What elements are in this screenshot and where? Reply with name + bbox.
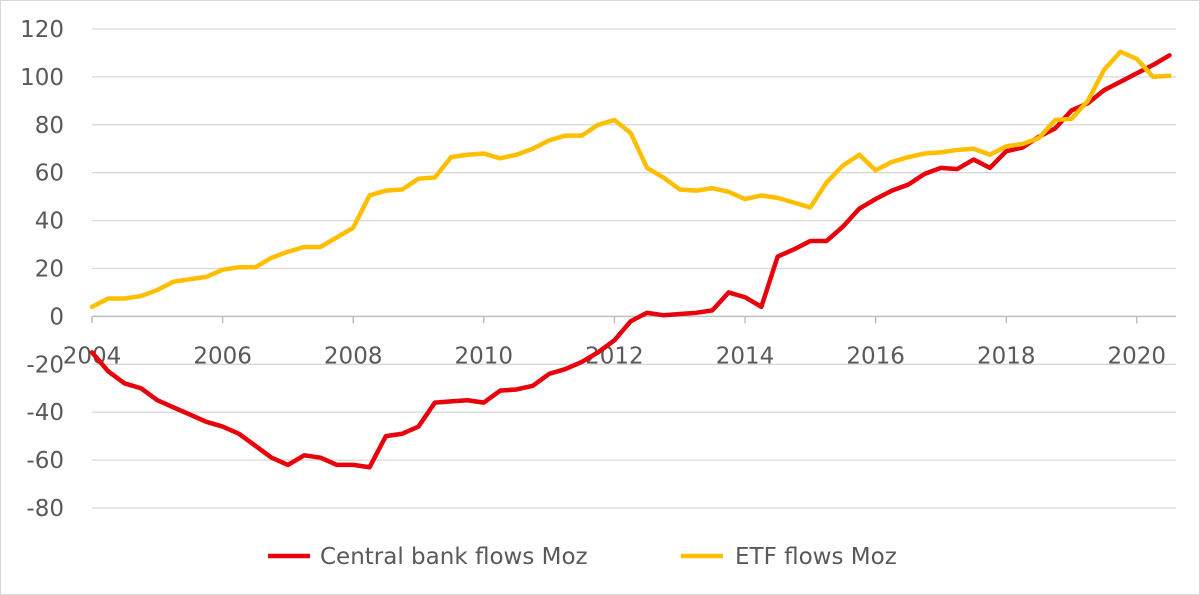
x-tick-label: 2018	[977, 343, 1036, 369]
y-tick-label: -60	[26, 448, 64, 474]
legend-label: Central bank flows Moz	[320, 544, 588, 570]
x-tick-label: 2010	[455, 343, 514, 369]
legend: Central bank flows Moz ETF flows Moz	[268, 544, 897, 570]
x-tick-label: 2008	[324, 343, 383, 369]
y-tick-label: 60	[35, 161, 64, 187]
x-tick-label: 2016	[846, 343, 905, 369]
series-line-0	[89, 53, 1172, 470]
x-tick-label: 2006	[193, 343, 252, 369]
y-tick-label: 20	[35, 257, 64, 283]
series-line-1	[89, 49, 1172, 310]
y-tick-label: 120	[20, 17, 64, 43]
x-tick-label: 2020	[1108, 343, 1167, 369]
y-tick-label: 80	[35, 113, 64, 139]
y-axis-tick-labels: -80 -60 -40 -20 0 20 40 60 80 100 120	[20, 17, 64, 522]
x-tick-label: 2014	[716, 343, 775, 369]
y-tick-label: 0	[49, 304, 64, 330]
y-tick-label: -80	[26, 496, 64, 522]
series-lines	[89, 49, 1172, 470]
legend-label: ETF flows Moz	[735, 544, 897, 570]
y-tick-label: -20	[26, 352, 64, 378]
y-tick-label: 100	[20, 65, 64, 91]
y-tick-label: -40	[26, 400, 64, 426]
y-tick-label: 40	[35, 209, 64, 235]
x-tick-label: 2004	[63, 343, 122, 369]
x-axis: 2004 2006 2008 2010 2012 2014 2016 2018 2020	[63, 315, 1176, 369]
